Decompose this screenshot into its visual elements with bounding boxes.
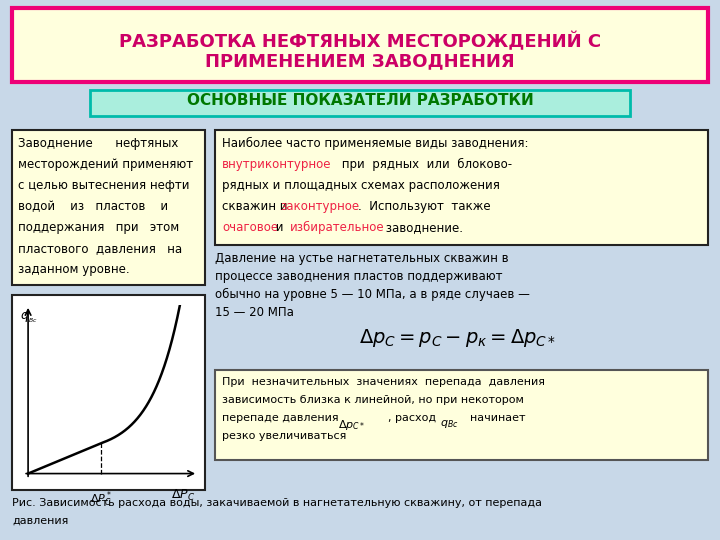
Text: 15 — 20 МПа: 15 — 20 МПа: [215, 306, 294, 319]
Text: зависимость близка к линейной, но при некотором: зависимость близка к линейной, но при не…: [222, 395, 524, 405]
Text: , расход: , расход: [388, 413, 436, 423]
Text: .  Используют  также: . Используют также: [358, 200, 490, 213]
Text: при  рядных  или  блоково-: при рядных или блоково-: [338, 158, 512, 171]
Text: законтурное: законтурное: [280, 200, 359, 213]
Text: процессе заводнения пластов поддерживают: процессе заводнения пластов поддерживают: [215, 270, 503, 283]
Text: начинает: начинает: [470, 413, 526, 423]
Text: очаговое: очаговое: [222, 221, 278, 234]
Text: ОСНОВНЫЕ ПОКАЗАТЕЛИ РАЗРАБОТКИ: ОСНОВНЫЕ ПОКАЗАТЕЛИ РАЗРАБОТКИ: [186, 93, 534, 108]
Text: внутриконтурное: внутриконтурное: [222, 158, 331, 171]
Text: с целью вытеснения нефти: с целью вытеснения нефти: [18, 179, 189, 192]
Text: давления: давления: [12, 516, 68, 526]
Text: перепаде давления: перепаде давления: [222, 413, 338, 423]
Text: и: и: [272, 221, 287, 234]
Text: Давление на устье нагнетательных скважин в: Давление на устье нагнетательных скважин…: [215, 252, 508, 265]
Text: $\Delta P_C^*$: $\Delta P_C^*$: [90, 489, 112, 509]
Text: ПРИМЕНЕНИЕМ ЗАВОДНЕНИЯ: ПРИМЕНЕНИЕМ ЗАВОДНЕНИЯ: [205, 52, 515, 70]
Bar: [12, 295, 205, 490]
Bar: [12, 8, 708, 82]
Text: месторождений применяют: месторождений применяют: [18, 158, 193, 171]
Text: Заводнение      нефтяных: Заводнение нефтяных: [18, 137, 179, 150]
Text: РАЗРАБОТКА НЕФТЯНЫХ МЕСТОРОЖДЕНИЙ С: РАЗРАБОТКА НЕФТЯНЫХ МЕСТОРОЖДЕНИЙ С: [119, 32, 601, 51]
Text: поддержания   при   этом: поддержания при этом: [18, 221, 179, 234]
Bar: [215, 370, 708, 460]
Bar: [90, 90, 630, 116]
Text: $\Delta p_C = p_C - p_\kappa = \Delta p_{C*}$: $\Delta p_C = p_C - p_\kappa = \Delta p_…: [359, 327, 556, 349]
Text: водой    из   пластов    и: водой из пластов и: [18, 200, 168, 213]
Text: пластового  давления   на: пластового давления на: [18, 242, 182, 255]
Text: избирательное: избирательное: [290, 221, 384, 234]
Text: Рис. Зависимость расхода воды, закачиваемой в нагнетательную скважину, от перепа: Рис. Зависимость расхода воды, закачивае…: [12, 498, 542, 508]
Text: обычно на уровне 5 — 10 МПа, а в ряде случаев —: обычно на уровне 5 — 10 МПа, а в ряде сл…: [215, 288, 530, 301]
Text: Наиболее часто применяемые виды заводнения:: Наиболее часто применяемые виды заводнен…: [222, 137, 528, 150]
Text: $q_{Bc}$: $q_{Bc}$: [440, 418, 459, 430]
Text: заводнение.: заводнение.: [382, 221, 463, 234]
Text: При  незначительных  значениях  перепада  давления: При незначительных значениях перепада да…: [222, 377, 545, 387]
Text: скважин и: скважин и: [222, 200, 292, 213]
Bar: [12, 130, 205, 285]
Text: $\Delta P_C$: $\Delta P_C$: [171, 488, 195, 503]
Text: $\Delta p_{C*}$: $\Delta p_{C*}$: [338, 418, 365, 432]
Bar: [215, 130, 708, 245]
Text: заданном уровне.: заданном уровне.: [18, 263, 130, 276]
Text: резко увеличиваться: резко увеличиваться: [222, 431, 346, 441]
Text: $q_{_{Bc}}$: $q_{_{Bc}}$: [20, 310, 37, 325]
Text: рядных и площадных схемах расположения: рядных и площадных схемах расположения: [222, 179, 500, 192]
